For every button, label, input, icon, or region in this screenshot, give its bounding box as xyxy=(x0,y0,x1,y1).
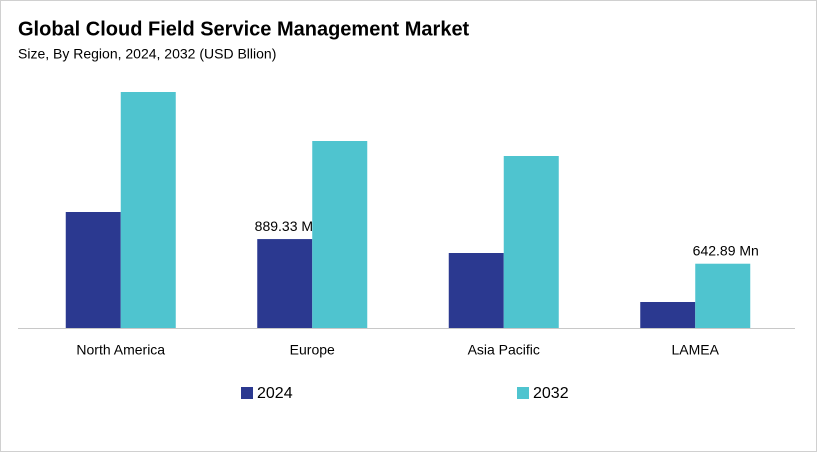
bar xyxy=(695,263,751,328)
bar xyxy=(640,302,696,328)
chart-subtitle: Size, By Region, 2024, 2032 (USD Bllion) xyxy=(18,46,276,62)
legend-swatch xyxy=(517,387,529,399)
bar xyxy=(312,141,368,328)
x-tick-label: Asia Pacific xyxy=(468,342,540,358)
data-label: 642.89 Mn xyxy=(693,242,759,258)
bar xyxy=(448,253,504,328)
x-tick-label: LAMEA xyxy=(672,342,720,358)
bar xyxy=(120,92,176,328)
legend-label: 2024 xyxy=(257,385,293,402)
x-tick-label: North America xyxy=(76,342,165,358)
bar xyxy=(65,212,121,328)
legend-label: 2032 xyxy=(533,385,569,402)
data-label: 889.33 Mn xyxy=(255,218,321,234)
legend-swatch xyxy=(241,387,253,399)
bar xyxy=(257,239,313,328)
chart-title: Global Cloud Field Service Management Ma… xyxy=(18,18,470,40)
bar xyxy=(503,156,559,328)
x-tick-label: Europe xyxy=(290,342,335,358)
